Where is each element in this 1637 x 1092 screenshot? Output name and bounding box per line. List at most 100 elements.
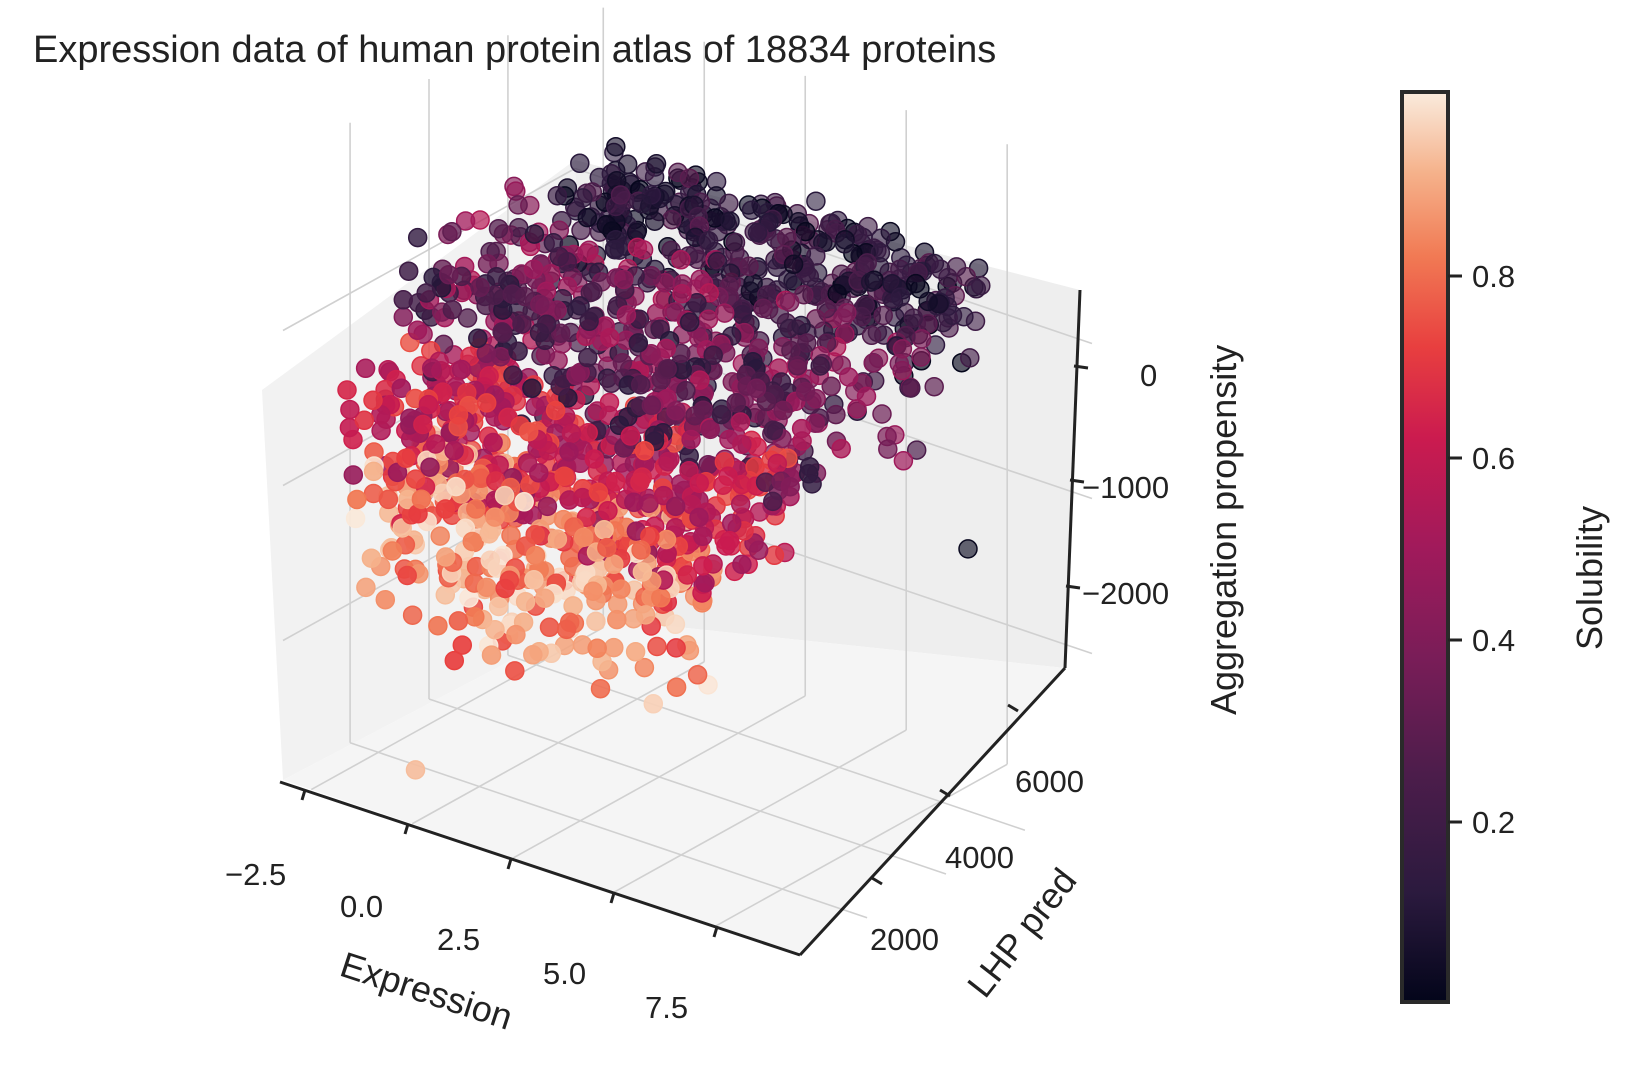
scatter-point	[607, 609, 627, 630]
scatter-point	[732, 554, 752, 575]
scatter-point	[529, 463, 549, 483]
scatter-point	[656, 529, 677, 550]
scatter-point	[613, 269, 634, 290]
scatter-point	[411, 489, 432, 509]
scatter-point	[488, 218, 509, 239]
scatter-point	[444, 650, 465, 671]
scatter-point	[559, 442, 579, 462]
scatter-point	[573, 188, 593, 208]
colorbar-tick-label: 0.2	[1472, 805, 1515, 840]
scatter-point	[628, 333, 649, 353]
scatter-point	[535, 588, 555, 608]
scatter-point	[630, 472, 650, 492]
scatter-point	[870, 242, 891, 263]
scatter-point	[893, 451, 914, 471]
scatter-point	[545, 400, 566, 421]
scatter-point	[666, 677, 687, 697]
scatter-point	[777, 227, 797, 248]
scatter-point	[439, 264, 459, 285]
scatter-point	[873, 305, 893, 326]
scatter-point	[624, 492, 644, 513]
x-axis-ticks: −2.5 0.0 2.5 5.0 7.5	[225, 789, 719, 1025]
scatter-point	[739, 256, 759, 277]
scatter-point	[413, 414, 433, 435]
scatter-point	[946, 257, 967, 277]
scatter-point	[354, 410, 375, 431]
scatter-point	[530, 294, 550, 315]
scatter-point	[405, 760, 426, 780]
scatter-point	[579, 311, 599, 332]
scatter-point	[361, 548, 382, 568]
scatter-point	[732, 305, 753, 325]
scatter-point	[698, 454, 718, 475]
scatter-point	[570, 296, 590, 316]
scatter-point	[730, 494, 751, 514]
scatter-point	[536, 314, 557, 334]
scatter-point	[872, 404, 892, 424]
scatter-point	[554, 466, 574, 486]
scatter-point	[347, 489, 367, 510]
scatter-point	[857, 253, 877, 273]
scatter-point	[340, 399, 360, 420]
scatter-point	[428, 615, 448, 636]
scatter-point	[556, 619, 577, 640]
scatter-point	[657, 359, 677, 379]
x-tick-label: 0.0	[340, 889, 383, 924]
scatter-point	[711, 404, 732, 425]
scatter-point	[779, 292, 800, 312]
scatter-point	[695, 573, 715, 593]
scatter-point	[698, 231, 719, 251]
scatter-point	[665, 302, 685, 322]
scatter-point	[524, 224, 545, 244]
scatter-point	[924, 376, 944, 397]
scatter-point	[643, 694, 664, 714]
scatter-point	[446, 476, 466, 497]
scatter-point	[741, 200, 762, 220]
scatter-point	[604, 637, 624, 658]
scatter-point	[435, 547, 456, 567]
scatter-point	[690, 269, 710, 289]
scatter-point	[596, 215, 617, 235]
scatter-point	[689, 507, 709, 528]
scatter-point	[588, 482, 609, 503]
scatter-point	[563, 596, 583, 616]
scatter-point	[651, 588, 671, 608]
scatter-point	[512, 314, 532, 334]
x-tick-label: 5.0	[543, 956, 586, 991]
scatter-point	[470, 277, 490, 298]
scatter-point	[503, 365, 523, 386]
scatter-point	[539, 617, 560, 638]
scatter-point	[903, 308, 924, 328]
colorbar-tick-label: 0.6	[1472, 441, 1515, 476]
z-tick-label: 0	[1140, 358, 1157, 393]
scatter-point	[466, 499, 486, 519]
scatter-point	[756, 391, 777, 412]
scatter-point	[407, 320, 428, 341]
scatter-point	[452, 635, 473, 655]
scatter-point	[425, 434, 446, 454]
scatter-point	[847, 399, 867, 419]
scatter-point	[578, 347, 598, 368]
scatter-point	[799, 457, 820, 477]
scatter-point	[486, 266, 507, 287]
scatter-point	[861, 325, 882, 346]
scatter-point	[523, 259, 544, 279]
scatter-point	[707, 251, 728, 272]
scatter-point	[905, 273, 926, 294]
scatter-point	[791, 418, 812, 439]
y-tick-label: 4000	[945, 840, 1014, 875]
scatter-point	[355, 358, 376, 379]
scatter-point	[693, 526, 713, 547]
scatter-point	[779, 318, 800, 339]
scatter-point	[598, 501, 618, 521]
scatter-point	[550, 323, 571, 343]
scatter-point	[635, 605, 656, 625]
colorbar	[1400, 90, 1450, 1004]
scatter-point	[687, 293, 707, 313]
scatter-point	[605, 471, 626, 492]
scatter-point	[363, 390, 383, 411]
scatter-point	[892, 339, 913, 359]
scatter-point	[690, 370, 710, 390]
scatter-point	[550, 376, 570, 396]
